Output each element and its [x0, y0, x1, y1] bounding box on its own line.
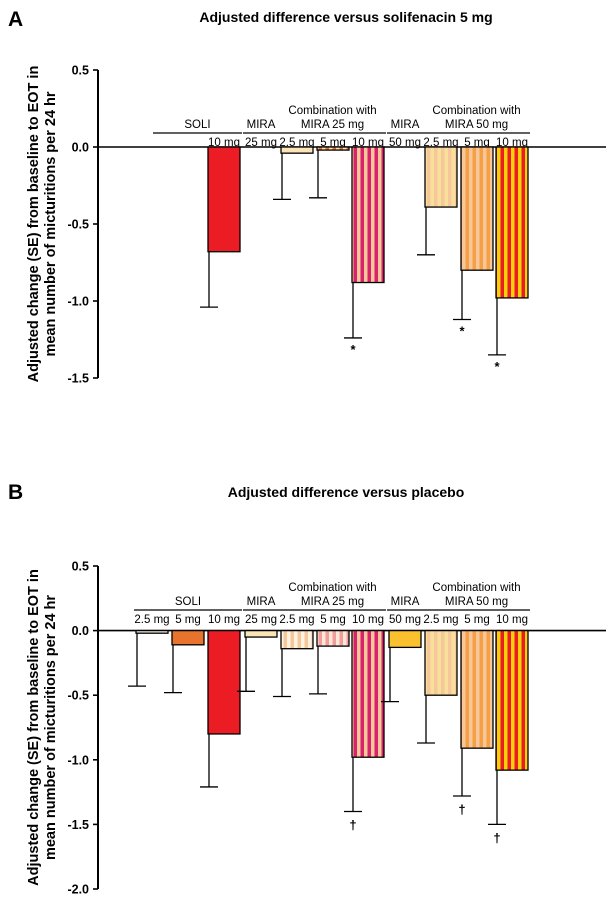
group-label: Combination with [288, 582, 376, 594]
y-tick-label: -0.5 [67, 689, 89, 703]
group-label: MIRA 50 mg [445, 119, 508, 131]
bar [280, 146, 314, 154]
y-axis-label-line: mean number of micturitions per 24 hr [43, 91, 59, 356]
significance-marker: * [494, 359, 500, 374]
group-label: MIRA 25 mg [301, 596, 364, 608]
bar [207, 146, 241, 253]
bar [424, 146, 458, 208]
group-label: Combination with [432, 105, 520, 117]
y-axis-label-line: Adjusted change (SE) from baseline to EO… [26, 569, 42, 886]
y-tick-label: -1.5 [67, 818, 89, 832]
group-label: MIRA [247, 596, 276, 608]
dose-label: 10 mg [352, 137, 384, 149]
y-tick-label: -1.5 [67, 372, 89, 386]
panel-b: B Adjusted difference versus placebo Adjus… [8, 481, 606, 897]
dose-label: 5 mg [464, 614, 490, 626]
bar [316, 146, 350, 151]
dose-label: 2.5 mg [279, 614, 314, 626]
dose-label: 5 mg [320, 614, 346, 626]
y-tick-label: -2.0 [67, 883, 89, 897]
panel-letter: A [8, 8, 23, 31]
bar [424, 629, 458, 696]
panel-title: Adjusted difference versus placebo [228, 484, 465, 500]
bar [244, 629, 278, 638]
y-tick-label: 0.5 [72, 64, 89, 78]
bar [495, 146, 529, 299]
bar [351, 629, 385, 758]
y-axis-label-line: Adjusted change (SE) from baseline to EO… [26, 66, 42, 383]
dose-label: 10 mg [208, 614, 240, 626]
y-tick-label: 0.5 [72, 560, 89, 574]
significance-marker: † [349, 817, 356, 832]
y-tick-label: 0.0 [72, 141, 89, 155]
group-label: Combination with [288, 105, 376, 117]
y-tick-label: -1.0 [67, 295, 89, 309]
y-axis-label-line: mean number of micturitions per 24 hr [43, 595, 59, 860]
group-label: Combination with [432, 582, 520, 594]
group-label: MIRA [391, 119, 420, 131]
dose-label: 2.5 mg [279, 137, 314, 149]
dose-label: 10 mg [208, 137, 240, 149]
bar [135, 629, 169, 634]
dose-label: 25 mg [245, 614, 277, 626]
panel-title: Adjusted difference versus solifenacin 5… [199, 9, 492, 25]
group-label: SOLI [175, 596, 201, 608]
y-tick-label: 0.0 [72, 624, 89, 638]
dose-label: 50 mg [389, 137, 421, 149]
group-label: MIRA 50 mg [445, 596, 508, 608]
y-tick-label: -0.5 [67, 218, 89, 232]
dose-label: 2.5 mg [134, 614, 169, 626]
group-label: MIRA 25 mg [301, 119, 364, 131]
significance-marker: † [458, 802, 465, 817]
dose-label: 50 mg [389, 614, 421, 626]
panel-a: A Adjusted difference versus solifenacin … [8, 8, 606, 386]
bar [460, 146, 494, 271]
dose-label: 10 mg [496, 137, 528, 149]
bar [388, 629, 422, 649]
group-label: SOLI [184, 119, 210, 131]
bar [351, 146, 385, 284]
group-label: MIRA [391, 596, 420, 608]
bar [460, 629, 494, 749]
dose-label: 10 mg [352, 614, 384, 626]
panel-letter: B [8, 481, 23, 504]
dose-label: 5 mg [175, 614, 201, 626]
bar [280, 629, 314, 650]
y-tick-label: -1.0 [67, 753, 89, 767]
bar [495, 629, 529, 771]
bar [316, 629, 350, 647]
significance-marker: * [350, 342, 356, 357]
dose-label: 2.5 mg [423, 137, 458, 149]
dose-label: 5 mg [320, 137, 346, 149]
dose-label: 2.5 mg [423, 614, 458, 626]
significance-marker: † [493, 830, 500, 845]
dose-label: 10 mg [496, 614, 528, 626]
dose-label: 5 mg [464, 137, 490, 149]
bar [171, 629, 205, 646]
significance-marker: * [459, 323, 465, 338]
dose-label: 25 mg [245, 137, 277, 149]
bar [207, 629, 241, 735]
group-label: MIRA [247, 119, 276, 131]
